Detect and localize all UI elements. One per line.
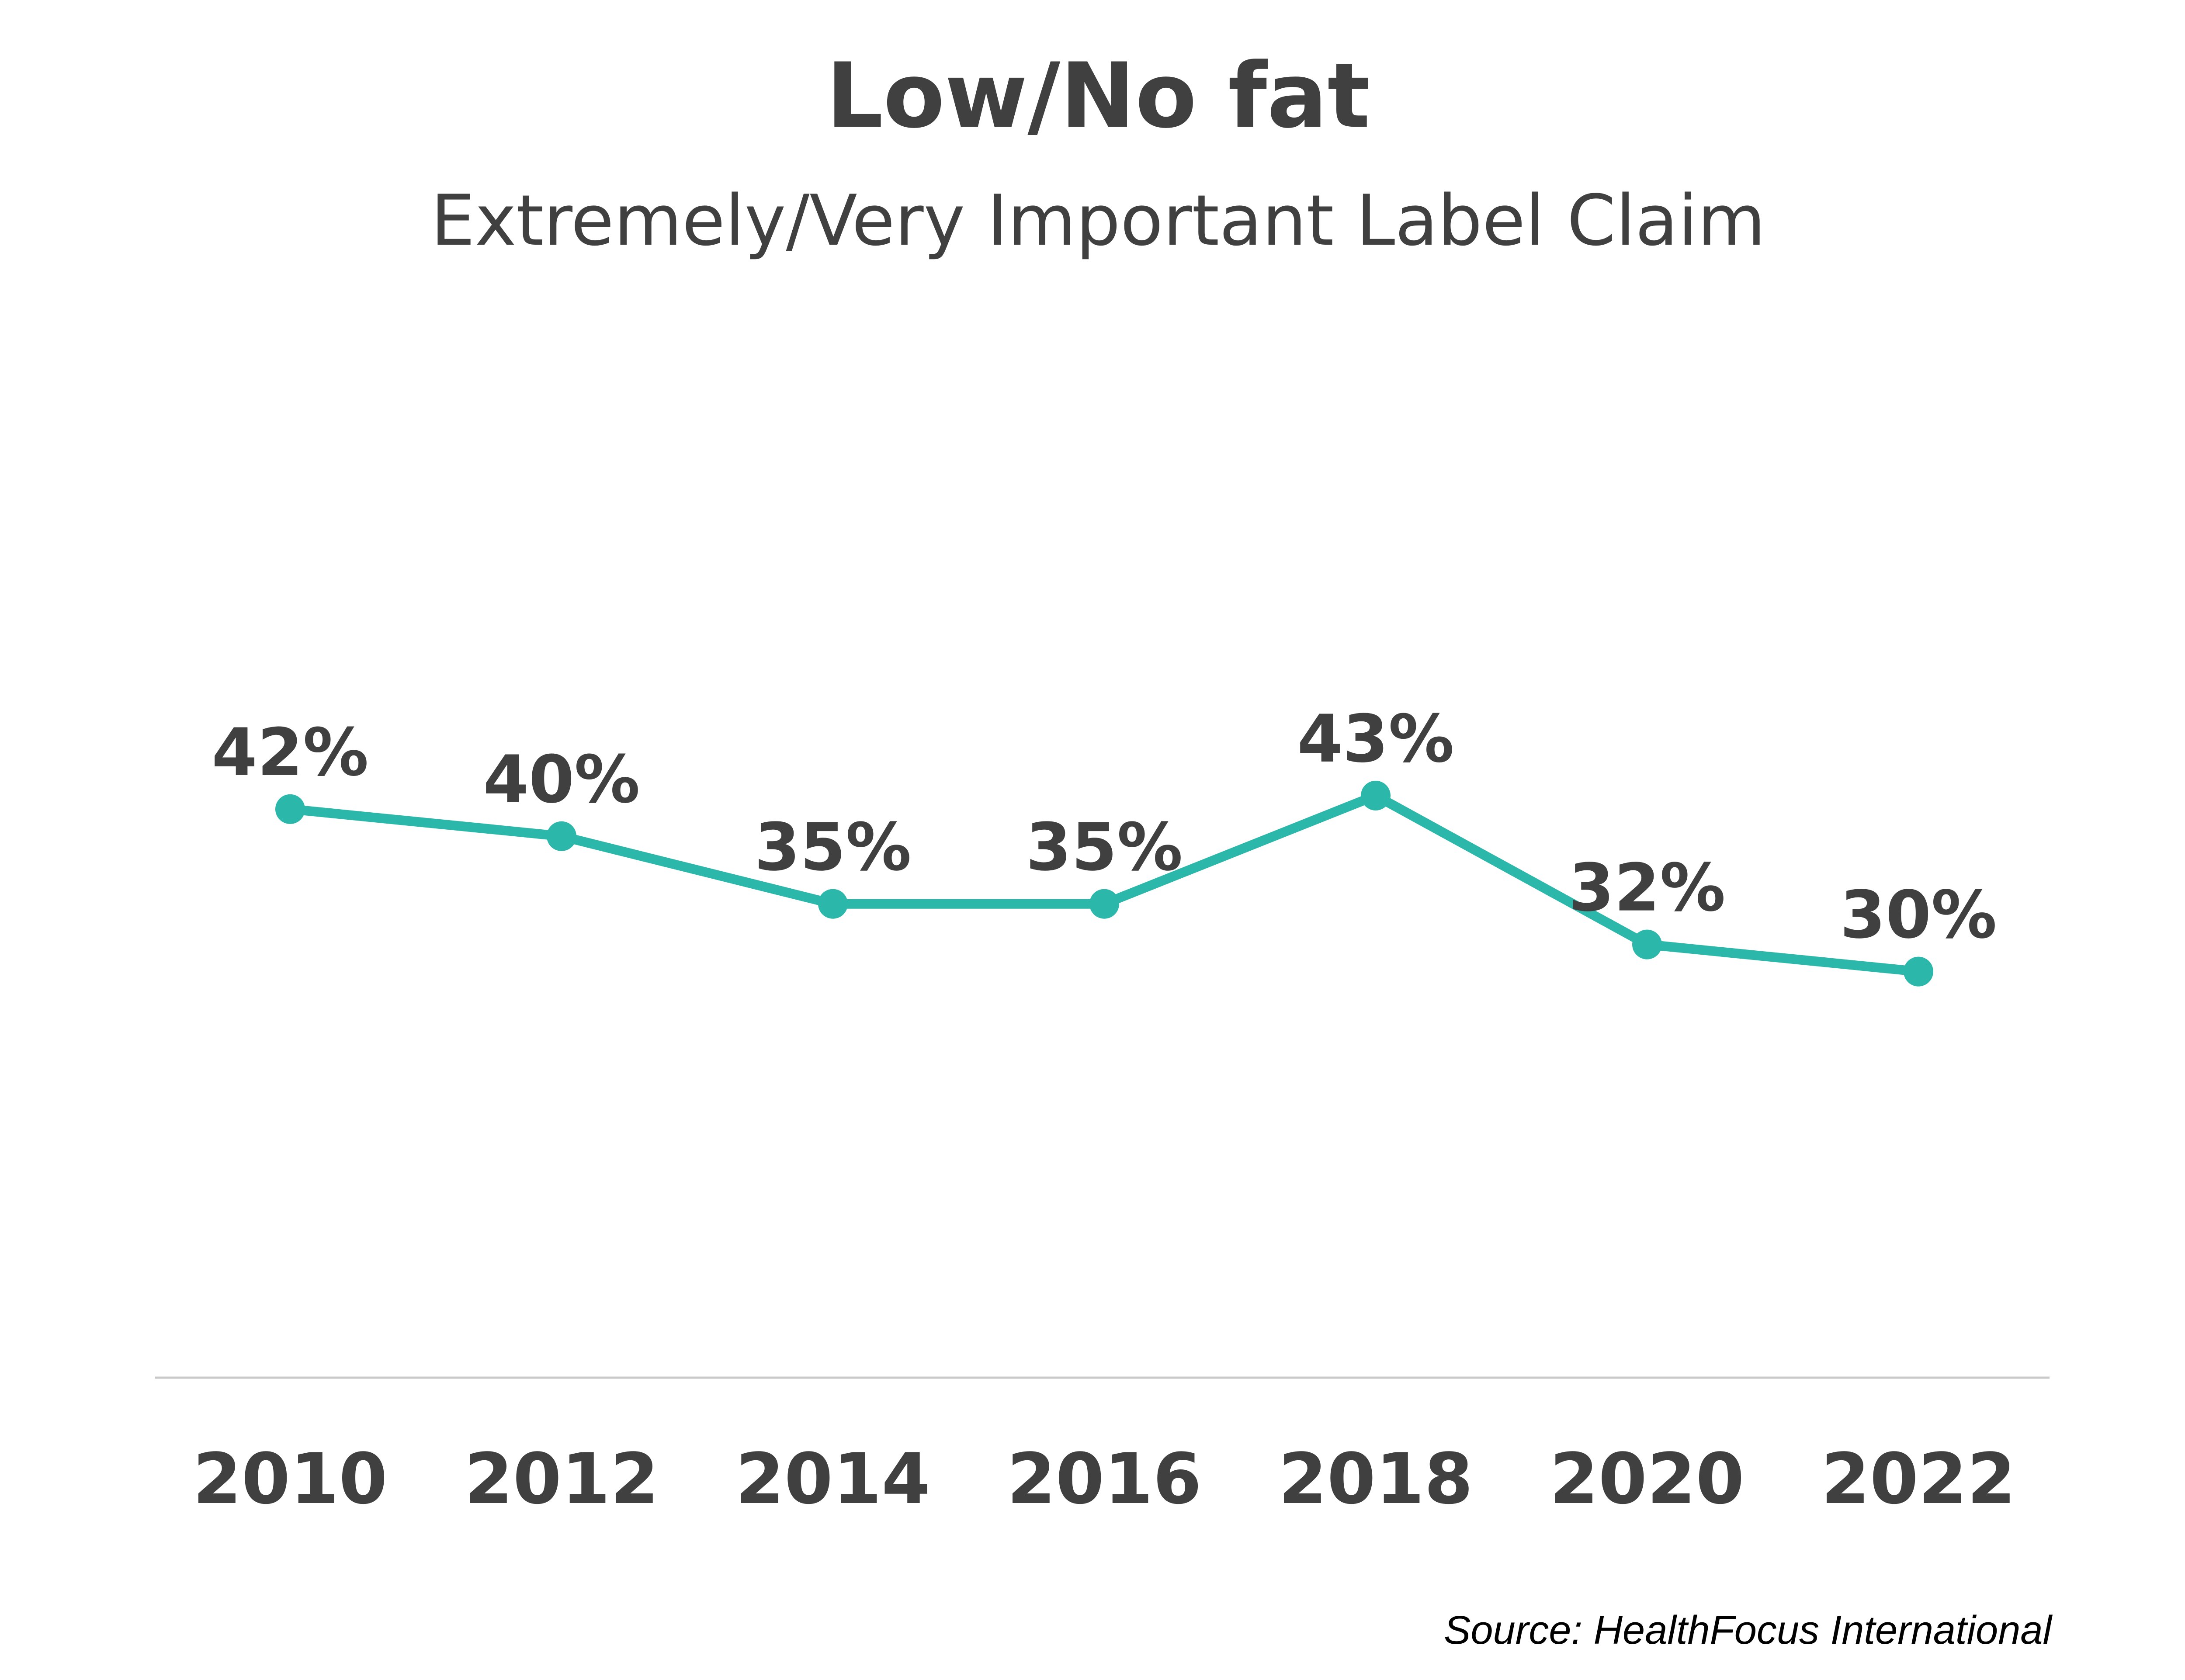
data-label-2010: 42% bbox=[212, 715, 368, 791]
data-label-2014: 35% bbox=[754, 810, 911, 886]
data-point-2014 bbox=[818, 889, 848, 919]
data-point-2016 bbox=[1089, 889, 1119, 919]
series-layer: 42% 40% 35% 35% 43% 32% 30% bbox=[212, 701, 1997, 987]
data-label-2018: 43% bbox=[1297, 701, 1454, 777]
x-tick-label-2018: 2018 bbox=[1278, 1438, 1473, 1520]
chart-title: Low/No fat bbox=[826, 44, 1370, 148]
data-label-2020: 32% bbox=[1568, 850, 1725, 926]
x-tick-label-2012: 2012 bbox=[464, 1438, 659, 1520]
data-point-2010 bbox=[275, 794, 305, 824]
data-point-2020 bbox=[1632, 929, 1662, 960]
x-tick-label-2022: 2022 bbox=[1821, 1438, 2015, 1520]
data-label-2016: 35% bbox=[1026, 810, 1183, 886]
x-tick-label-2014: 2014 bbox=[735, 1438, 930, 1520]
data-label-2022: 30% bbox=[1840, 877, 1997, 953]
x-tick-label-2016: 2016 bbox=[1007, 1438, 1201, 1520]
chart-subtitle: Extremely/Very Important Label Claim bbox=[431, 180, 1765, 261]
x-tick-labels: 2010 2012 2014 2016 2018 2020 2022 bbox=[193, 1438, 2015, 1520]
x-tick-label-2010: 2010 bbox=[193, 1438, 387, 1520]
source-note: Source: HealthFocus International bbox=[1444, 1608, 2053, 1652]
data-point-2018 bbox=[1361, 780, 1391, 811]
data-label-2012: 40% bbox=[483, 742, 640, 818]
x-tick-label-2020: 2020 bbox=[1550, 1438, 1744, 1520]
data-point-2022 bbox=[1904, 956, 1933, 987]
data-point-2012 bbox=[547, 821, 576, 851]
